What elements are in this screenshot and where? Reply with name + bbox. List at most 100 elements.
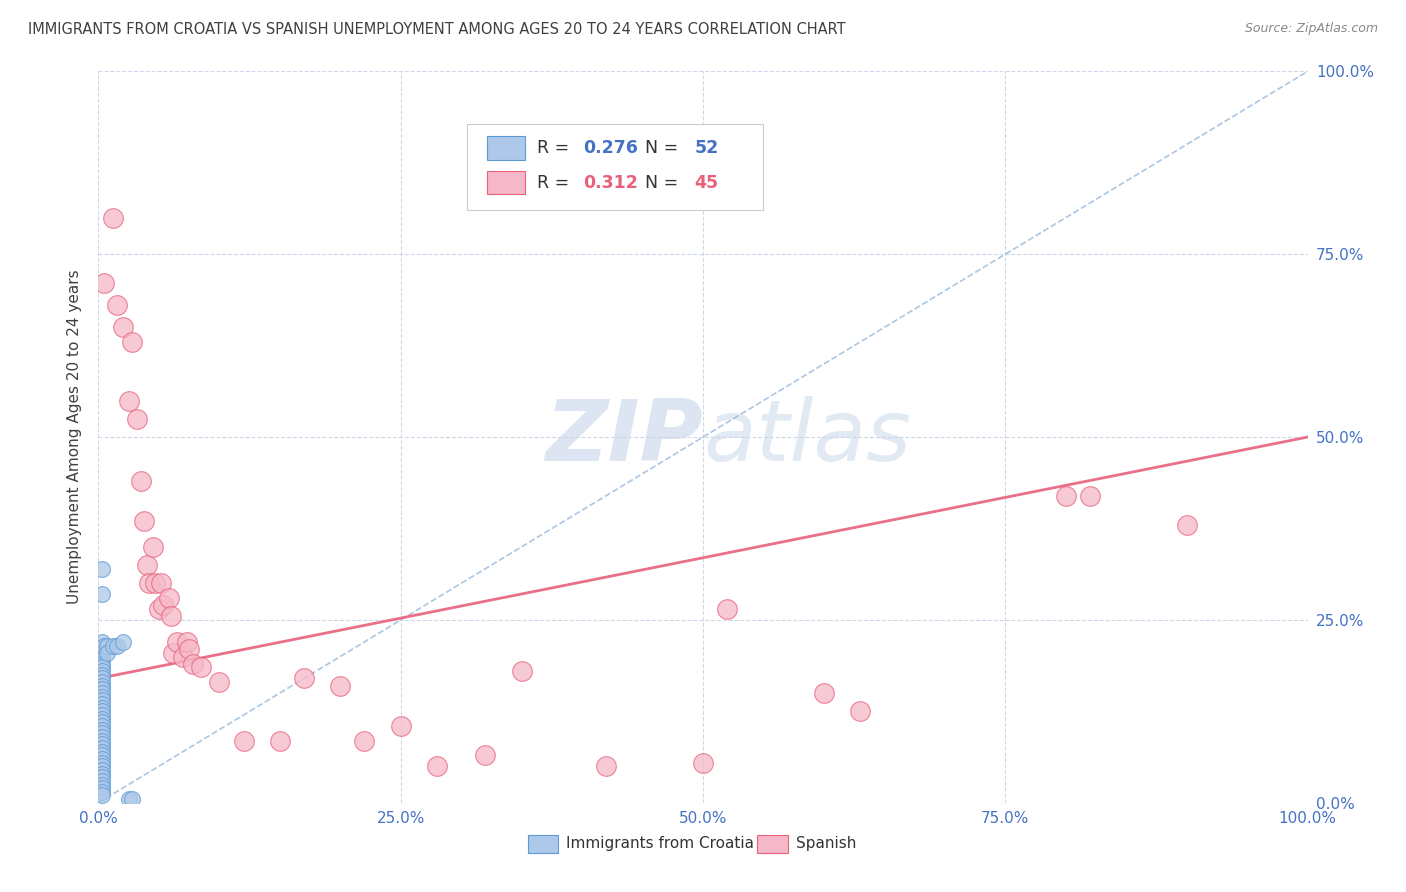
Point (269, 733, 291, 747)
Point (1175, 517, 1198, 532)
Point (716, 602, 738, 616)
Text: ZIP: ZIP (546, 395, 703, 479)
Point (91, 657, 114, 671)
Point (1078, 489, 1101, 503)
Text: Source: ZipAtlas.com: Source: ZipAtlas.com (1244, 22, 1378, 36)
Point (91, 700, 114, 714)
Point (91, 690, 114, 704)
FancyBboxPatch shape (467, 124, 763, 211)
Point (157, 591, 180, 605)
FancyBboxPatch shape (486, 171, 526, 194)
Point (91, 682, 114, 697)
Point (91, 646, 114, 660)
Point (143, 576, 166, 591)
Point (91, 733, 114, 747)
Point (91, 763, 114, 777)
Point (91, 705, 114, 719)
Point (91, 679, 114, 693)
Point (121, 334, 143, 349)
Point (105, 298, 128, 312)
Point (96, 639, 118, 653)
Point (150, 576, 173, 591)
Text: 0.276: 0.276 (583, 139, 638, 157)
Point (91, 653, 114, 667)
Point (91, 708, 114, 723)
Point (111, 635, 134, 649)
Point (91, 766, 114, 780)
Text: 45: 45 (695, 174, 718, 192)
Point (91, 715, 114, 730)
Point (96, 646, 118, 660)
FancyBboxPatch shape (486, 136, 526, 160)
Point (91, 773, 114, 788)
Point (181, 657, 204, 671)
Point (91, 745, 114, 759)
Point (105, 639, 128, 653)
Point (138, 576, 160, 591)
Point (162, 646, 184, 660)
Point (127, 412, 149, 426)
Point (142, 540, 165, 554)
Point (1054, 489, 1077, 503)
Text: 0.312: 0.312 (583, 174, 638, 192)
Point (91, 675, 114, 690)
Point (91, 587, 114, 601)
Text: R =: R = (537, 139, 575, 157)
Point (208, 675, 231, 690)
Point (813, 686, 835, 700)
Text: N =: N = (634, 174, 683, 192)
Point (474, 748, 496, 763)
Point (134, 514, 156, 528)
Point (91, 686, 114, 700)
FancyBboxPatch shape (758, 835, 787, 854)
Text: R =: R = (537, 174, 575, 192)
Point (510, 664, 533, 678)
Point (91, 752, 114, 766)
Point (91, 740, 114, 755)
Point (91, 712, 114, 726)
Point (152, 599, 174, 613)
Point (91, 726, 114, 740)
Point (292, 672, 315, 686)
Point (232, 733, 254, 747)
Text: atlas: atlas (703, 395, 911, 479)
Point (91, 756, 114, 770)
Point (91, 778, 114, 792)
Point (121, 792, 143, 806)
Point (595, 759, 617, 773)
Point (91, 781, 114, 796)
Text: Immigrants from Croatia: Immigrants from Croatia (567, 837, 755, 851)
FancyBboxPatch shape (527, 835, 558, 854)
Text: N =: N = (634, 139, 683, 157)
Point (426, 759, 449, 773)
Point (166, 635, 188, 649)
Point (172, 649, 194, 664)
Text: Spanish: Spanish (796, 837, 856, 851)
Point (91, 667, 114, 681)
Point (91, 664, 114, 678)
Text: IMMIGRANTS FROM CROATIA VS SPANISH UNEMPLOYMENT AMONG AGES 20 TO 24 YEARS CORREL: IMMIGRANTS FROM CROATIA VS SPANISH UNEMP… (28, 22, 846, 37)
Point (91, 759, 114, 773)
Point (91, 697, 114, 711)
Point (101, 211, 124, 225)
Point (91, 789, 114, 803)
Point (101, 639, 124, 653)
Y-axis label: Unemployment Among Ages 20 to 24 years: Unemployment Among Ages 20 to 24 years (67, 269, 83, 605)
Point (160, 609, 183, 624)
Point (91, 785, 114, 799)
Point (353, 733, 375, 747)
Point (91, 562, 114, 576)
Point (849, 705, 872, 719)
Point (91, 730, 114, 744)
Text: 52: 52 (695, 139, 718, 157)
Point (91, 723, 114, 737)
Point (118, 792, 141, 806)
Point (91, 672, 114, 686)
Point (176, 635, 198, 649)
Point (91, 719, 114, 733)
Point (148, 602, 170, 616)
Point (111, 320, 134, 334)
Point (91, 660, 114, 674)
Point (135, 558, 157, 573)
Point (118, 393, 141, 408)
